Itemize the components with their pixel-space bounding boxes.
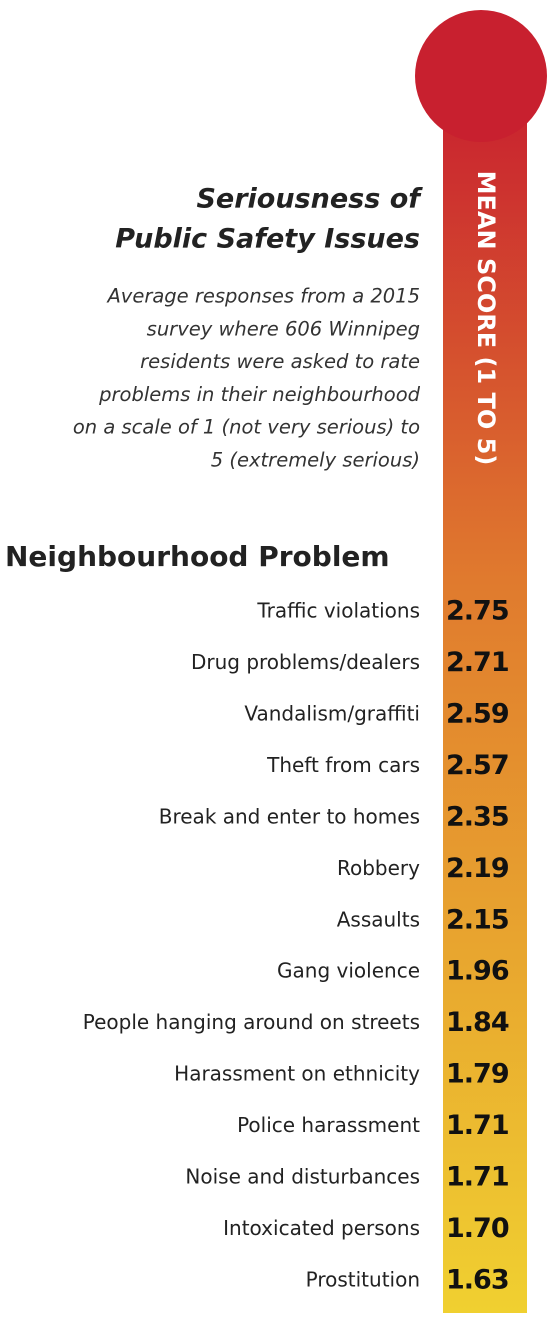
category-label: Prostitution [306, 1267, 420, 1291]
value-label: 2.71 [446, 647, 509, 678]
category-label: Vandalism/graffiti [244, 701, 420, 725]
thermometer-bulb [415, 10, 547, 142]
title: Seriousness of [196, 184, 423, 215]
value-label: 2.57 [446, 750, 509, 781]
subtitle: residents were asked to rate [140, 350, 420, 373]
category-label: Drug problems/dealers [191, 650, 420, 674]
category-label: Noise and disturbances [185, 1165, 420, 1189]
value-label: 1.84 [446, 1007, 509, 1038]
value-label: 1.70 [446, 1213, 509, 1244]
value-label: 2.59 [446, 698, 509, 729]
value-label: 1.96 [446, 956, 509, 987]
category-label: Break and enter to homes [159, 804, 420, 828]
category-label: Harassment on ethnicity [174, 1062, 420, 1086]
value-label: 2.19 [446, 853, 509, 884]
subtitle: Average responses from a 2015 [105, 285, 420, 308]
value-label: 1.71 [446, 1162, 509, 1193]
thermometer-tube [443, 90, 527, 1313]
subtitle: on a scale of 1 (not very serious) to [73, 416, 420, 439]
title: Public Safety Issues [115, 224, 420, 255]
subtitle: 5 (extremely serious) [211, 449, 420, 472]
value-label: 2.75 [446, 596, 509, 627]
category-label: Assaults [337, 907, 420, 931]
value-label: 2.15 [446, 904, 509, 935]
category-label: Police harassment [237, 1113, 420, 1137]
category-label: Traffic violations [256, 599, 420, 623]
category-label: People hanging around on streets [83, 1010, 420, 1034]
value-label: 1.71 [446, 1110, 509, 1141]
category-label: Robbery [337, 856, 420, 880]
value-axis-label: MEAN SCORE (1 TO 5) [472, 171, 500, 466]
category-label: Gang violence [277, 959, 420, 983]
value-label: 2.35 [446, 801, 509, 832]
category-header: Neighbourhood Problem [5, 540, 390, 573]
value-label: 1.63 [446, 1264, 509, 1295]
category-label: Intoxicated persons [223, 1216, 420, 1240]
value-label: 1.79 [446, 1059, 509, 1090]
subtitle: survey where 606 Winnipeg [147, 317, 420, 340]
subtitle: problems in their neighbourhood [98, 383, 420, 406]
category-label: Theft from cars [266, 753, 420, 777]
